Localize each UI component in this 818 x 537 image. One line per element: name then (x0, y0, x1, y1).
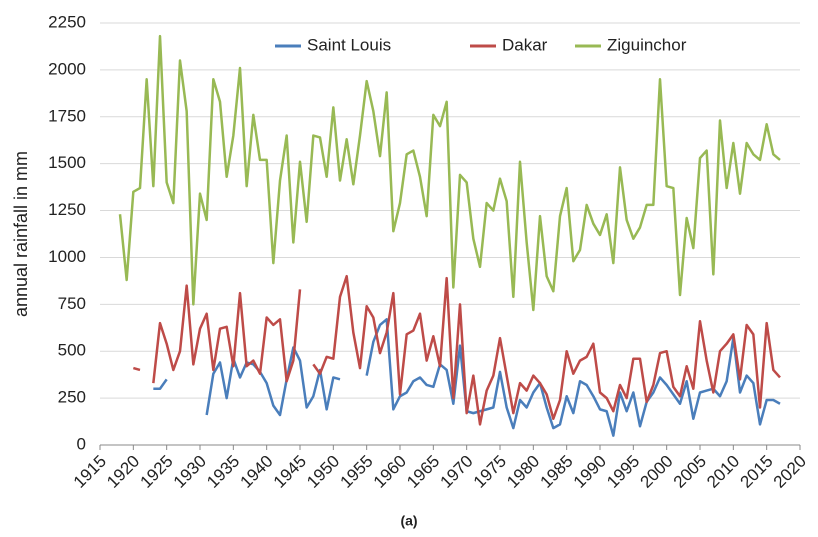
series-line (312, 274, 781, 426)
y-tick-label: 750 (58, 294, 86, 313)
y-axis-label: annual rainfall in mm (11, 151, 31, 317)
y-tick-label: 0 (77, 434, 86, 453)
y-tick-label: 1500 (48, 153, 86, 172)
y-tick-label: 2000 (48, 59, 86, 78)
series-line (153, 378, 168, 390)
x-tick-label: 1920 (103, 452, 143, 492)
y-tick-label: 1750 (48, 106, 86, 125)
x-tick-label: 1980 (503, 452, 543, 492)
series-line (205, 346, 341, 417)
y-tick-label: 2250 (48, 12, 86, 31)
series-line (118, 34, 781, 312)
legend-label: Dakar (502, 35, 548, 54)
legend-label: Ziguinchor (607, 35, 687, 54)
x-tick-label: 2010 (703, 452, 743, 492)
x-tick-label: 1965 (403, 452, 443, 492)
x-tick-label: 1940 (236, 452, 276, 492)
series-line (365, 318, 781, 437)
x-tick-label: 1950 (303, 452, 343, 492)
y-tick-label: 250 (58, 388, 86, 407)
x-tick-label: 1915 (70, 452, 110, 492)
x-tick-label: 2020 (770, 452, 810, 492)
x-tick-label: 1925 (136, 452, 176, 492)
x-tick-label: 1935 (203, 452, 243, 492)
x-tick-label: 1955 (336, 452, 376, 492)
series-line (152, 284, 302, 384)
x-tick-label: 1985 (536, 452, 576, 492)
x-tick-label: 1930 (170, 452, 210, 492)
x-tick-label: 1975 (470, 452, 510, 492)
x-tick-label: 1970 (436, 452, 476, 492)
caption: (a) (400, 513, 417, 529)
x-tick-label: 1990 (570, 452, 610, 492)
x-tick-label: 2015 (736, 452, 776, 492)
y-tick-label: 1000 (48, 247, 86, 266)
legend-label: Saint Louis (307, 35, 391, 54)
x-tick-label: 1960 (370, 452, 410, 492)
y-tick-label: 500 (58, 341, 86, 360)
series-line (132, 366, 141, 372)
x-tick-label: 1945 (270, 452, 310, 492)
x-tick-label: 1995 (603, 452, 643, 492)
x-tick-label: 2005 (670, 452, 710, 492)
y-tick-label: 1250 (48, 200, 86, 219)
x-tick-label: 2000 (636, 452, 676, 492)
